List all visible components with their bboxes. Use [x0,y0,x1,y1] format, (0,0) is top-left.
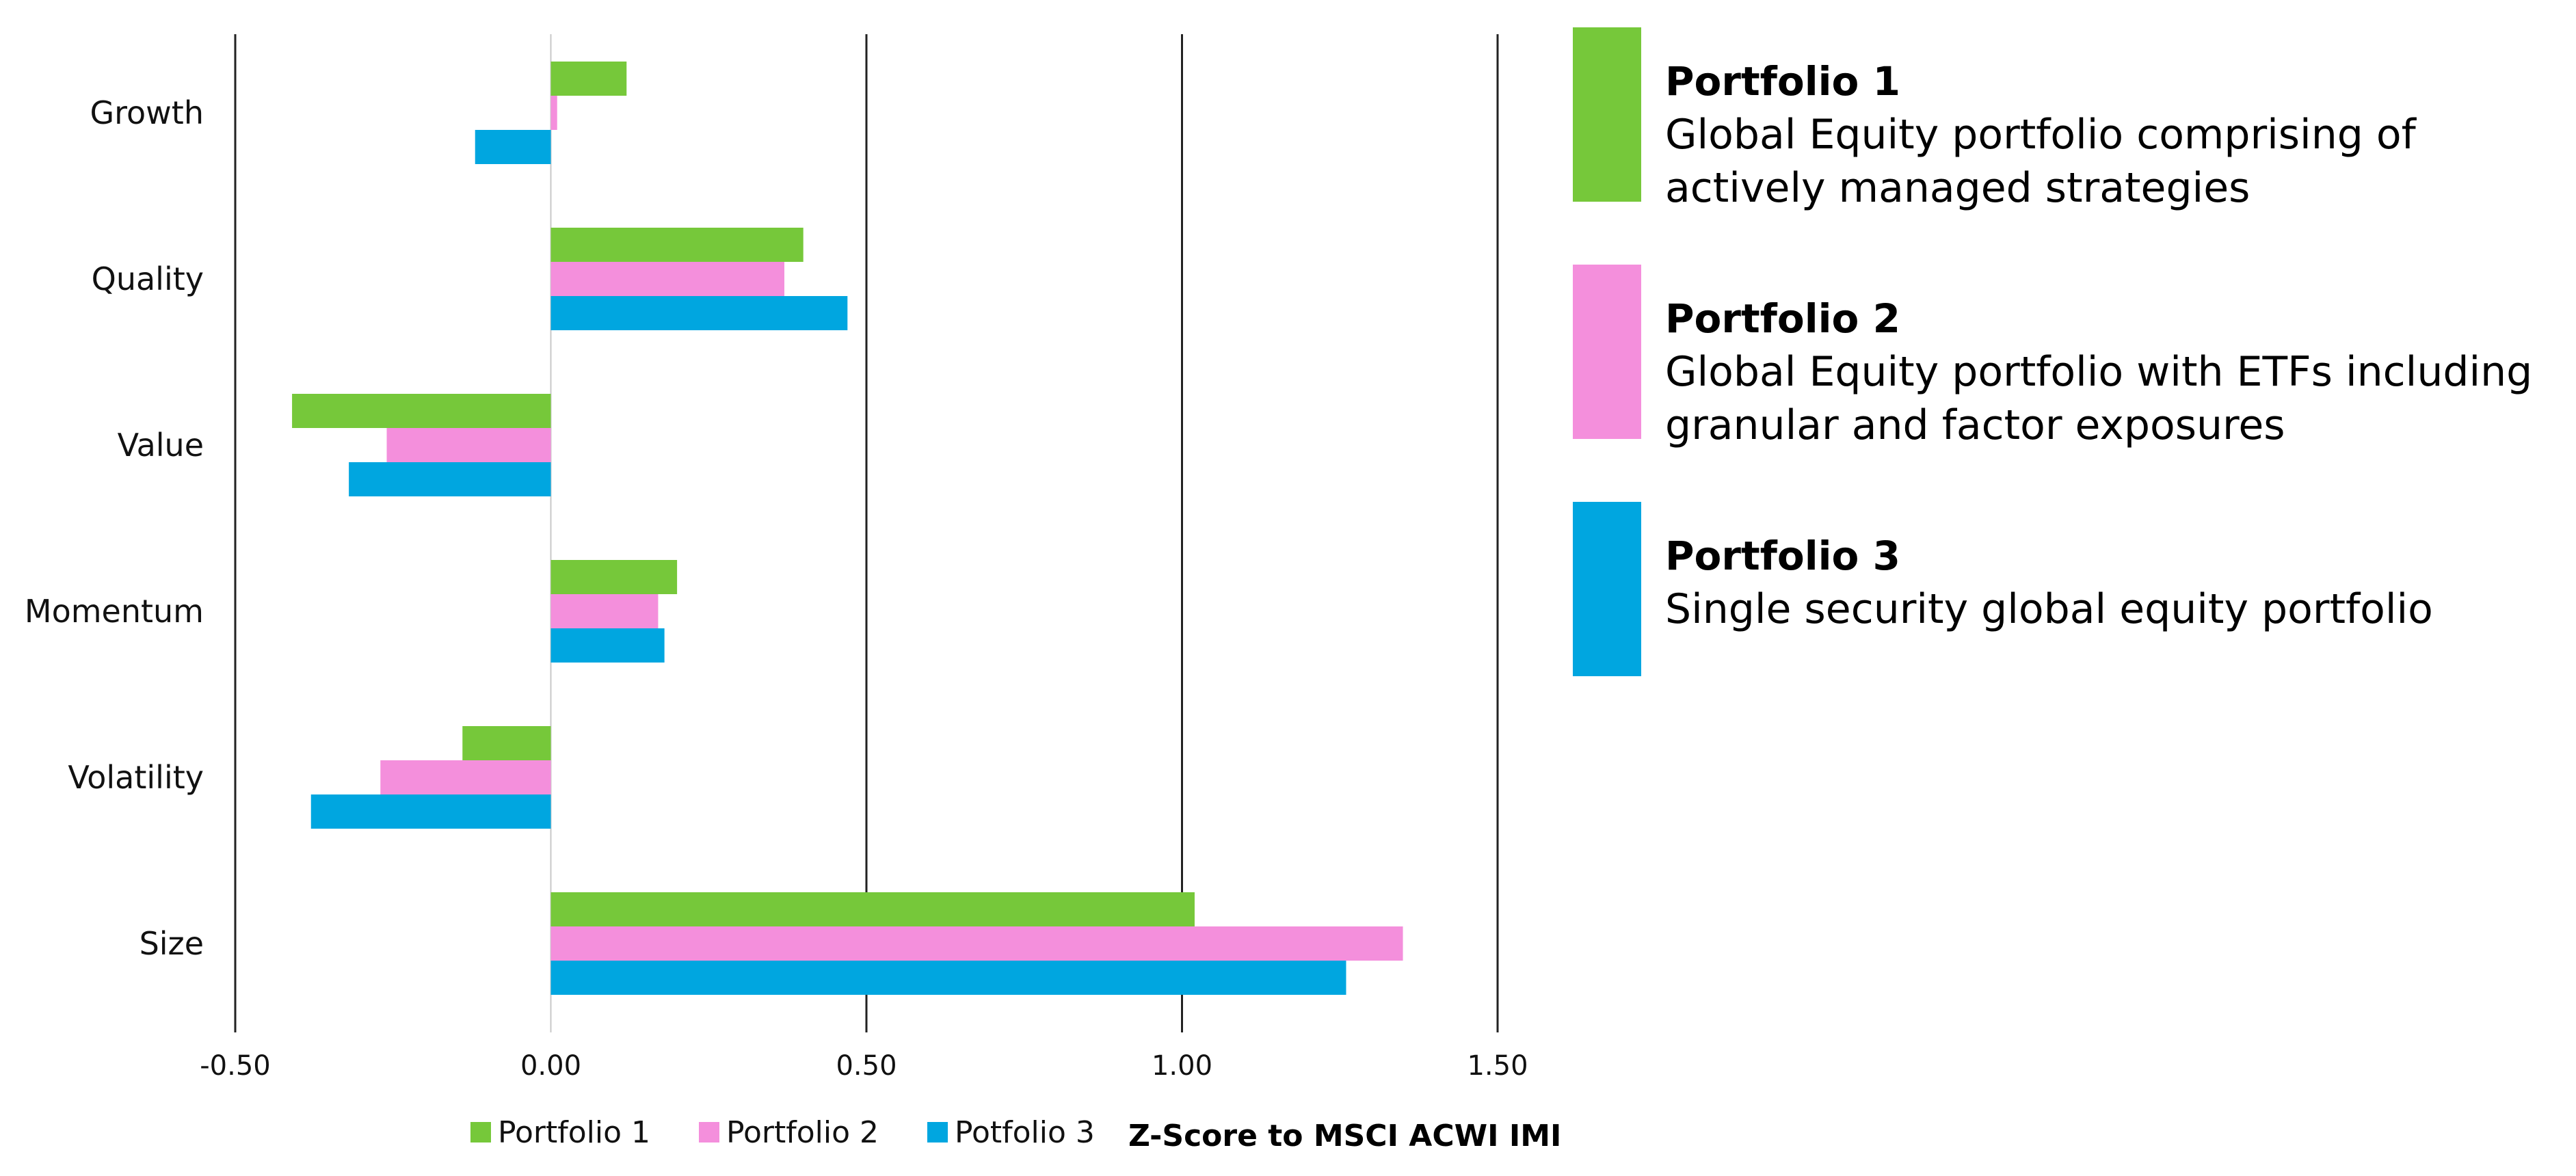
bar-quality-series-3 [550,296,848,330]
legend-swatch [699,1122,719,1142]
bar-quality-series-2 [550,262,785,296]
bar-momentum-series-3 [550,628,665,663]
x-tick-label: 1.50 [1467,1050,1528,1082]
side-legend-item-portfolio-2: Portfolio 2 Global Equity portfolio with… [1573,265,2558,449]
legend-swatch [470,1122,491,1142]
bar-volatility-series-1 [462,726,551,760]
bar-size-series-1 [550,892,1195,926]
side-legend-swatch [1573,27,1641,202]
legend-swatch [927,1122,948,1142]
bar-momentum-series-2 [550,594,659,628]
bar-size-series-2 [550,926,1403,961]
bar-volatility-series-2 [380,760,551,794]
bar-value-series-1 [292,394,551,428]
side-legend-description: Global Equity portfolio with ETFs includ… [1665,348,2533,449]
side-legend-title: Portfolio 2 [1665,295,1900,342]
x-tick-label: 0.50 [836,1050,897,1082]
bar-volatility-series-3 [310,794,551,829]
category-labels: Growth Quality Value Momentum Volatility Size [25,94,204,962]
side-legend: Portfolio 1 Global Equity portfolio comp… [1573,27,2558,739]
bar-momentum-series-1 [550,560,678,594]
side-legend-description: Global Equity portfolio comprising of ac… [1665,111,2416,212]
side-legend-swatch [1573,265,1641,439]
bar-growth-series-3 [475,130,551,164]
side-legend-swatch [1573,502,1641,676]
x-tick-label: 1.00 [1152,1050,1212,1082]
bar-size-series-3 [550,961,1346,995]
category-label: Quality [92,260,204,297]
category-label: Size [140,925,204,962]
x-tick-label: -0.50 [200,1050,271,1082]
legend-label: Portfolio 1 [498,1115,650,1150]
legend-label: Potfolio 3 [955,1115,1095,1150]
category-label: Growth [90,94,204,131]
legend-label: Portfolio 2 [726,1115,879,1150]
bar-value-series-3 [349,462,551,496]
bar-value-series-2 [386,428,551,462]
category-label: Momentum [25,593,204,630]
x-tick-label: 0.00 [520,1050,581,1082]
side-legend-item-portfolio-3: Portfolio 3 Single security global equit… [1573,502,2558,676]
side-legend-item-portfolio-1: Portfolio 1 Global Equity portfolio comp… [1573,27,2558,212]
category-label: Volatility [68,759,204,796]
bars [292,62,1403,995]
bar-growth-series-2 [550,96,557,130]
bottom-legend: Portfolio 1 Portfolio 2 Potfolio 3 [470,1115,1095,1150]
bar-quality-series-1 [550,228,804,262]
bar-growth-series-1 [550,62,627,96]
category-label: Value [118,427,204,464]
side-legend-title: Portfolio 3 [1665,533,1900,579]
side-legend-description: Single security global equity portfolio [1665,585,2433,633]
x-axis-label: Z-Score to MSCI ACWI IMI [1128,1119,1561,1153]
side-legend-title: Portfolio 1 [1665,58,1900,105]
x-tick-labels: -0.50 0.00 0.50 1.00 1.50 [200,1050,1528,1082]
gridlines [234,34,1499,1032]
